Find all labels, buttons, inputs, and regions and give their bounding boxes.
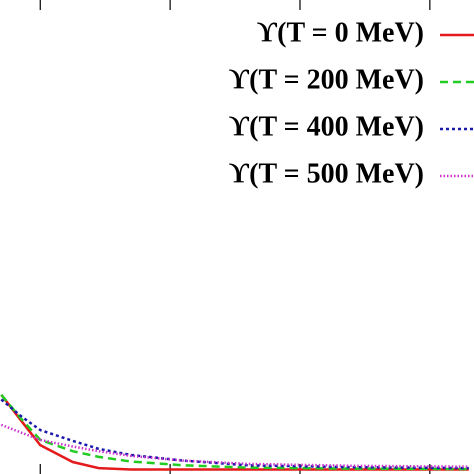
legend-label: ϒ(T = 500 MeV) [229,158,424,189]
series-line [0,394,469,471]
series-line [0,394,469,471]
legend-label: ϒ(T = 400 MeV) [229,111,424,142]
legend-label: ϒ(T = 0 MeV) [257,17,424,48]
legend-label: ϒ(T = 200 MeV) [229,64,424,95]
series-line [0,398,469,470]
